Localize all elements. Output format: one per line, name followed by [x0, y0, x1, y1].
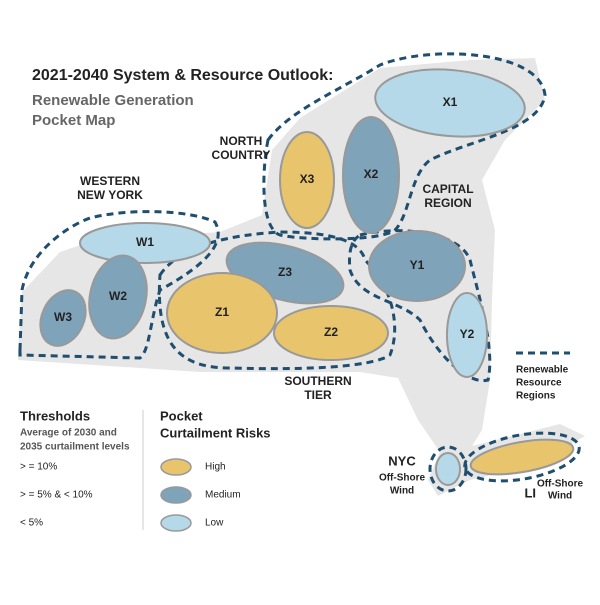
offshore-name: LI	[524, 485, 536, 500]
offshore-area	[435, 452, 461, 486]
pocket	[446, 292, 488, 378]
region-boundary	[348, 229, 492, 383]
offshore-label: Off-Shore	[537, 479, 584, 490]
region-label: NORTH	[220, 134, 263, 148]
pocket-label: Y1	[410, 258, 425, 272]
offshore-area	[469, 438, 575, 476]
legend-label: Low	[205, 518, 224, 529]
pocket	[374, 68, 526, 138]
region-legend-label: Renewable	[516, 365, 569, 376]
pocket-label: W2	[109, 289, 127, 303]
region-boundary	[428, 445, 468, 493]
pocket-label: W3	[54, 310, 72, 324]
legend-swatch	[160, 486, 192, 504]
legend: > = 10% > = 5% & < 10% < 5% High Medium Low	[20, 458, 241, 532]
region-label: TIER	[304, 388, 332, 402]
region-boundary	[157, 230, 397, 371]
pocket-label: Z3	[278, 265, 292, 279]
pocket-label: Z1	[215, 305, 229, 319]
offshore-label: Wind	[548, 491, 572, 502]
offshore-label: Off-Shore	[379, 473, 426, 484]
region-legend: Renewable Resource Regions	[516, 365, 569, 402]
region-boundary	[262, 52, 547, 241]
legend-swatch	[160, 458, 192, 476]
pocket-label: X1	[443, 95, 458, 109]
subtitle: Renewable Generation	[32, 92, 194, 109]
pocket	[166, 272, 278, 354]
pocket-label: X2	[364, 167, 379, 181]
thresholds-note: 2035 curtailment levels	[20, 442, 130, 453]
resource-regions	[18, 52, 581, 493]
pocket-label: X3	[300, 172, 315, 186]
legend-label: Medium	[205, 490, 241, 501]
region-label: SOUTHERN	[284, 374, 351, 388]
pocket-label: Y2	[460, 327, 475, 341]
region-label: REGION	[424, 196, 471, 210]
region-label: COUNTRY	[212, 148, 271, 162]
pocket	[279, 131, 335, 229]
region-label: CAPITAL	[422, 182, 473, 196]
legend-swatch	[160, 514, 192, 532]
region-boundary	[463, 431, 581, 483]
pocket	[368, 230, 466, 302]
thresholds-title: Thresholds	[20, 408, 90, 423]
pocket	[88, 254, 148, 340]
risk-title: Curtailment Risks	[160, 425, 271, 440]
region-label: WESTERN	[80, 174, 140, 188]
offshore-label: Wind	[390, 486, 414, 497]
risk-title: Pocket	[160, 408, 203, 423]
title: 2021-2040 System & Resource Outlook:	[32, 67, 333, 84]
subtitle: Pocket Map	[32, 112, 115, 129]
pocket	[273, 305, 389, 361]
pockets: X1 X2 X3 W1 W2 W3 Z3 Z1 Z2 Y1 Y2	[39, 68, 575, 486]
threshold-level: < 5%	[20, 518, 43, 529]
pocket	[79, 222, 211, 264]
threshold-level: > = 5% & < 10%	[20, 490, 93, 501]
pocket-label: W1	[136, 235, 154, 249]
thresholds-note: Average of 2030 and	[20, 428, 117, 439]
legend-label: High	[205, 462, 226, 473]
pocket-label: Z2	[324, 325, 338, 339]
threshold-level: > = 10%	[20, 462, 57, 473]
region-legend-label: Resource	[516, 378, 562, 389]
region-boundary	[18, 210, 220, 360]
region-label: NEW YORK	[77, 188, 143, 202]
offshore-name: NYC	[388, 453, 416, 468]
pocket	[342, 116, 400, 234]
region-legend-label: Regions	[516, 391, 556, 402]
pocket	[39, 289, 87, 347]
